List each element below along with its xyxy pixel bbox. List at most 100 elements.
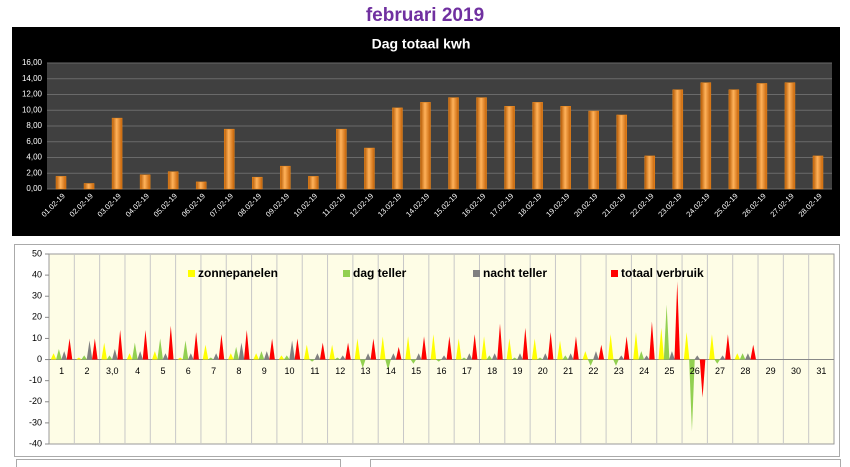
spike (517, 353, 523, 360)
spike (390, 353, 397, 360)
x-tick-label: 8 (236, 366, 241, 376)
spike (410, 359, 417, 364)
spike (319, 342, 326, 360)
bar (728, 89, 740, 190)
bar (195, 181, 207, 190)
y-tick-label: 14,00 (22, 74, 43, 83)
legend-label: totaal verbruik (621, 266, 704, 280)
y-tick-label: 50 (32, 248, 42, 258)
x-tick-label: 14 (386, 366, 396, 376)
x-tick-label: 6 (186, 366, 191, 376)
spike (557, 340, 563, 360)
spike (446, 336, 453, 360)
spike (573, 336, 579, 360)
x-tick-label: 16 (436, 366, 446, 376)
spike (157, 338, 163, 360)
spike (177, 357, 183, 360)
x-tick-label: 28 (740, 366, 750, 376)
spike (607, 334, 614, 360)
legend-marker (611, 270, 618, 277)
spike (486, 355, 493, 360)
x-tick-label: 31 (816, 366, 826, 376)
legend-marker (188, 270, 195, 277)
spike (699, 359, 706, 398)
spike (76, 357, 82, 360)
spike (562, 355, 569, 360)
y-tick-label: 40 (32, 269, 42, 279)
y-tick-label: 10 (32, 333, 42, 343)
spike (92, 338, 98, 360)
spike (633, 332, 639, 360)
x-tick-label: 25 (664, 366, 674, 376)
x-tick-label: 29 (766, 366, 776, 376)
bar (420, 102, 431, 190)
spike (455, 338, 462, 360)
spike (213, 353, 219, 360)
spike (56, 349, 62, 360)
spike (314, 353, 321, 360)
spike (258, 351, 265, 360)
spike (106, 355, 113, 360)
x-tick-label: 30 (791, 366, 801, 376)
bar (504, 106, 515, 190)
spike (137, 351, 143, 360)
spike (61, 351, 67, 360)
legend-label: zonnepanelen (198, 266, 278, 280)
spike (613, 359, 619, 366)
y-tick-label: -40 (29, 438, 42, 448)
spike (481, 336, 487, 360)
spike (415, 353, 422, 360)
bar (55, 176, 67, 190)
bar (167, 171, 179, 190)
y-tick-label: 8,00 (26, 121, 42, 130)
x-tick-label: 3,0 (106, 366, 119, 376)
spike (188, 353, 194, 360)
spike (694, 355, 701, 360)
x-tick-label: 22 (588, 366, 598, 376)
x-tick-label: 17 (462, 366, 472, 376)
spike (739, 353, 746, 360)
bar (223, 128, 235, 190)
spike (461, 357, 467, 360)
y-tick-label: -20 (29, 396, 42, 406)
spike (278, 355, 285, 360)
y-tick-label: -10 (29, 375, 42, 385)
x-tick-label: 26 (690, 366, 700, 376)
x-tick-label: 19 (512, 366, 522, 376)
spike (511, 357, 518, 360)
spike (435, 359, 442, 362)
x-tick-label: 4 (135, 366, 140, 376)
legend-marker (473, 270, 480, 277)
spike (86, 340, 93, 360)
bar (364, 147, 375, 190)
spike (101, 342, 107, 360)
x-tick-label: 18 (487, 366, 497, 376)
y-tick-label: 16,00 (22, 58, 43, 67)
spike (228, 353, 234, 360)
bar (644, 155, 656, 190)
spike (263, 351, 270, 360)
y-tick-label: 12,00 (22, 90, 43, 99)
chart-title: Dag totaal kwh (372, 36, 471, 52)
bar (532, 102, 543, 190)
spike (674, 281, 681, 360)
spike (658, 327, 665, 360)
spike (719, 355, 726, 360)
spike (385, 359, 391, 371)
spike (497, 323, 503, 360)
spike (689, 359, 695, 432)
spike (238, 342, 245, 360)
y-tick-label: 0,00 (26, 184, 42, 193)
spike (587, 359, 594, 366)
spike (745, 353, 751, 360)
spike (714, 359, 721, 364)
x-tick-label: 11 (310, 366, 319, 376)
spike (334, 357, 341, 360)
y-tick-label: 0 (37, 354, 42, 364)
spike (598, 344, 605, 360)
x-tick-label: 12 (335, 366, 345, 376)
bar (111, 117, 123, 190)
spike (522, 327, 529, 360)
spike (405, 336, 411, 360)
